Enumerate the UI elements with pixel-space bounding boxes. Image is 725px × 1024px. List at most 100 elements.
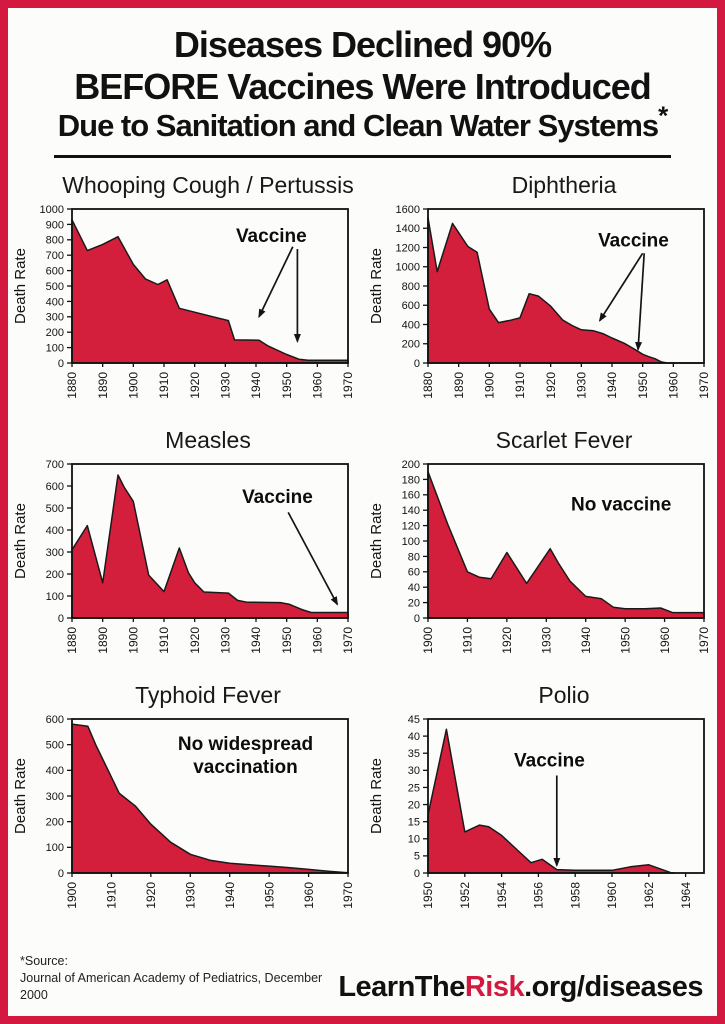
y-tick-label: 60 — [408, 567, 420, 579]
x-tick-label: 1900 — [127, 372, 141, 399]
x-tick-label: 1910 — [157, 627, 171, 654]
footnote-asterisk: * — [658, 100, 668, 131]
x-tick-label: 1958 — [568, 882, 582, 909]
y-tick-label: 100 — [46, 591, 64, 603]
x-tick-label: 1940 — [223, 882, 237, 909]
annotation-text: No widespread — [178, 734, 313, 755]
y-tick-label: 400 — [402, 320, 420, 332]
footer: *Source: Journal of American Academy of … — [8, 953, 717, 1016]
source-text: Journal of American Academy of Pediatric… — [20, 971, 323, 1003]
y-axis-label: Death Rate — [12, 759, 29, 835]
x-tick-label: 1880 — [65, 627, 79, 654]
annotation-text: No vaccine — [571, 495, 671, 516]
x-tick-label: 1970 — [697, 627, 711, 654]
x-tick-label: 1970 — [341, 627, 355, 654]
site-url: LearnTheRisk.org/diseases — [338, 971, 703, 1004]
brand-suffix: .org/diseases — [524, 971, 703, 1003]
annotation-text: Vaccine — [242, 487, 313, 508]
chart-card-typhoid-fever: Typhoid Fever 0 100 200 300 400 500 600 1900 191… — [10, 682, 362, 923]
y-tick-label: 700 — [46, 251, 64, 263]
y-tick-label: 1000 — [396, 262, 420, 274]
y-axis-label: Death Rate — [368, 504, 385, 580]
chart-title-measles: Measles — [165, 427, 251, 454]
y-tick-label: 10 — [408, 834, 420, 846]
y-tick-label: 100 — [46, 843, 64, 855]
y-tick-label: 180 — [402, 475, 420, 487]
annotation-text: Vaccine — [598, 231, 669, 252]
source-label: *Source: — [20, 954, 68, 969]
annotation-text: Vaccine — [236, 226, 307, 247]
y-tick-label: 100 — [402, 536, 420, 548]
x-tick-label: 1960 — [311, 372, 325, 399]
x-tick-label: 1920 — [544, 372, 558, 399]
x-tick-label: 1950 — [280, 627, 294, 654]
area-series — [71, 474, 349, 620]
x-tick-label: 1950 — [618, 627, 632, 654]
y-tick-label: 0 — [58, 358, 64, 370]
x-tick-label: 1880 — [421, 372, 435, 399]
chart-plot-scarlet-fever: 0 20 40 60 80 100 120 140 160 180 200 1900 1910 1920 1… — [368, 459, 711, 654]
x-tick-label: 1940 — [249, 627, 263, 654]
y-tick-label: 0 — [58, 613, 64, 625]
y-tick-label: 1400 — [396, 224, 420, 236]
y-tick-label: 500 — [46, 740, 64, 752]
x-tick-label: 1920 — [500, 627, 514, 654]
annotation-text: Vaccine — [514, 751, 585, 772]
main-title-line-3-text: Due to Sanitation and Clean Water System… — [57, 107, 659, 143]
y-tick-label: 1200 — [396, 243, 420, 255]
y-tick-label: 100 — [46, 343, 64, 355]
header-divider — [54, 155, 671, 159]
annotation-text: vaccination — [193, 757, 298, 778]
x-tick-label: 1900 — [421, 627, 435, 654]
main-title-line-1: Diseases Declined 90% — [173, 24, 552, 65]
x-tick-label: 1920 — [188, 627, 202, 654]
y-tick-label: 300 — [46, 312, 64, 324]
main-title-line-2: BEFORE Vaccines Were Introduced — [74, 65, 652, 107]
x-tick-label: 1930 — [219, 372, 233, 399]
x-tick-label: 1930 — [219, 627, 233, 654]
y-tick-label: 800 — [46, 235, 64, 247]
main-title-line-3: Due to Sanitation and Clean Water System… — [8, 102, 717, 144]
area-series — [71, 219, 349, 365]
x-tick-label: 1920 — [188, 372, 202, 399]
x-tick-label: 1962 — [642, 882, 656, 909]
x-tick-label: 1940 — [249, 372, 263, 399]
x-tick-label: 1940 — [579, 627, 593, 654]
x-tick-label: 1930 — [539, 627, 553, 654]
y-tick-label: 300 — [46, 547, 64, 559]
x-tick-label: 1880 — [65, 372, 79, 399]
y-tick-label: 160 — [402, 490, 420, 502]
plot-frame — [71, 463, 349, 620]
chart-title-typhoid-fever: Typhoid Fever — [135, 682, 281, 709]
chart-plot-typhoid-fever: 0 100 200 300 400 500 600 1900 1910 1920 1930 1940 1… — [12, 714, 355, 909]
y-tick-label: 400 — [46, 766, 64, 778]
annotation-arrow — [287, 512, 339, 607]
y-tick-label: 600 — [402, 301, 420, 313]
y-tick-label: 500 — [46, 503, 64, 515]
y-tick-label: 600 — [46, 481, 64, 493]
y-tick-label: 40 — [408, 583, 420, 595]
y-axis-label: Death Rate — [368, 759, 385, 835]
y-tick-label: 30 — [408, 766, 420, 778]
y-tick-label: 1600 — [396, 204, 420, 216]
x-tick-label: 1970 — [341, 372, 355, 399]
x-tick-label: 1954 — [495, 882, 509, 909]
x-tick-label: 1900 — [483, 372, 497, 399]
chart-title-polio: Polio — [538, 682, 590, 709]
y-tick-label: 20 — [408, 598, 420, 610]
x-tick-label: 1960 — [302, 882, 316, 909]
y-tick-label: 400 — [46, 525, 64, 537]
y-axis-label: Death Rate — [368, 249, 385, 325]
x-tick-label: 1952 — [458, 882, 472, 909]
x-tick-label: 1930 — [575, 372, 589, 399]
y-tick-label: 200 — [402, 459, 420, 471]
y-tick-label: 20 — [408, 800, 420, 812]
y-axis-label: Death Rate — [12, 249, 29, 325]
chart-plot-whooping-cough: 0 100 200 300 400 500 600 700 800 900 1000 1880 1890… — [12, 204, 355, 399]
y-tick-label: 140 — [402, 506, 420, 518]
annotation-arrow — [598, 253, 644, 323]
x-tick-label: 1964 — [679, 882, 693, 909]
y-tick-label: 0 — [58, 868, 64, 880]
y-tick-label: 400 — [46, 297, 64, 309]
